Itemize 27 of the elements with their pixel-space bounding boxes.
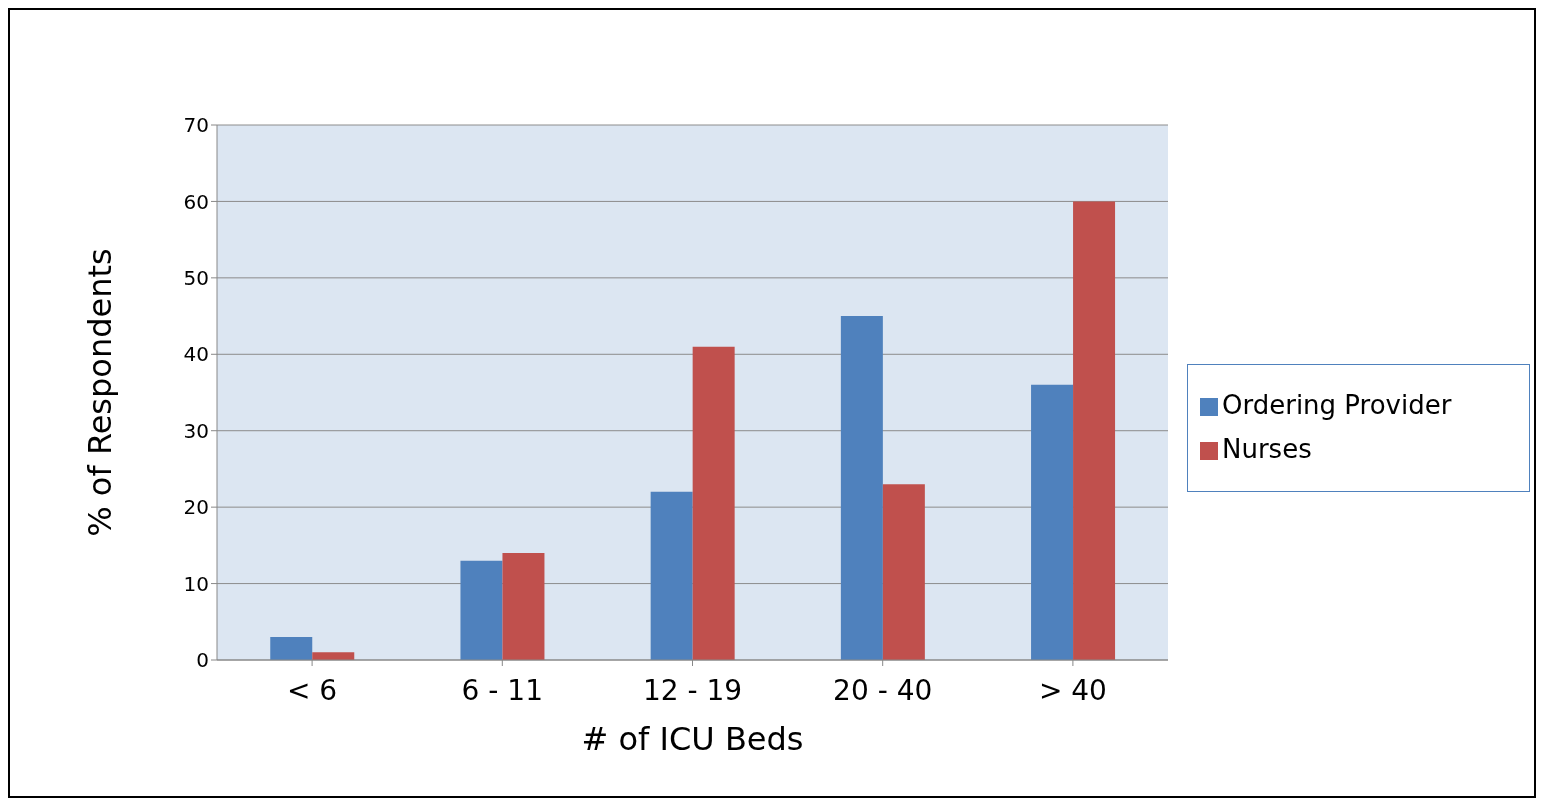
y-tick-label: 70 <box>183 113 209 138</box>
bar <box>840 316 883 660</box>
x-tick-label: 6 - 11 <box>461 673 543 707</box>
y-tick-label: 50 <box>183 265 209 290</box>
x-tick-label: > 40 <box>1038 673 1107 707</box>
bar <box>270 637 313 660</box>
y-tick-label: 0 <box>196 648 209 673</box>
bar <box>1073 201 1116 660</box>
bar <box>650 491 693 660</box>
bar <box>692 346 735 660</box>
y-tick-label: 30 <box>183 418 209 443</box>
bar <box>1031 384 1074 660</box>
legend-label: Nurses <box>1222 434 1312 464</box>
y-tick-label: 40 <box>183 342 209 367</box>
x-axis-title: # of ICU Beds <box>581 720 804 758</box>
y-tick-label: 20 <box>183 495 209 520</box>
x-tick-label: 12 - 19 <box>642 673 743 707</box>
y-tick-label: 60 <box>183 189 209 214</box>
y-tick-label: 10 <box>183 571 209 596</box>
x-tick-label: 20 - 40 <box>833 673 933 707</box>
y-axis-title: % of Respondents <box>81 248 120 537</box>
bar <box>460 560 503 660</box>
legend-label: Ordering Provider <box>1222 390 1452 420</box>
x-tick-label: < 6 <box>287 673 338 707</box>
bar <box>882 484 925 660</box>
bar <box>502 553 545 660</box>
bar <box>312 652 355 660</box>
